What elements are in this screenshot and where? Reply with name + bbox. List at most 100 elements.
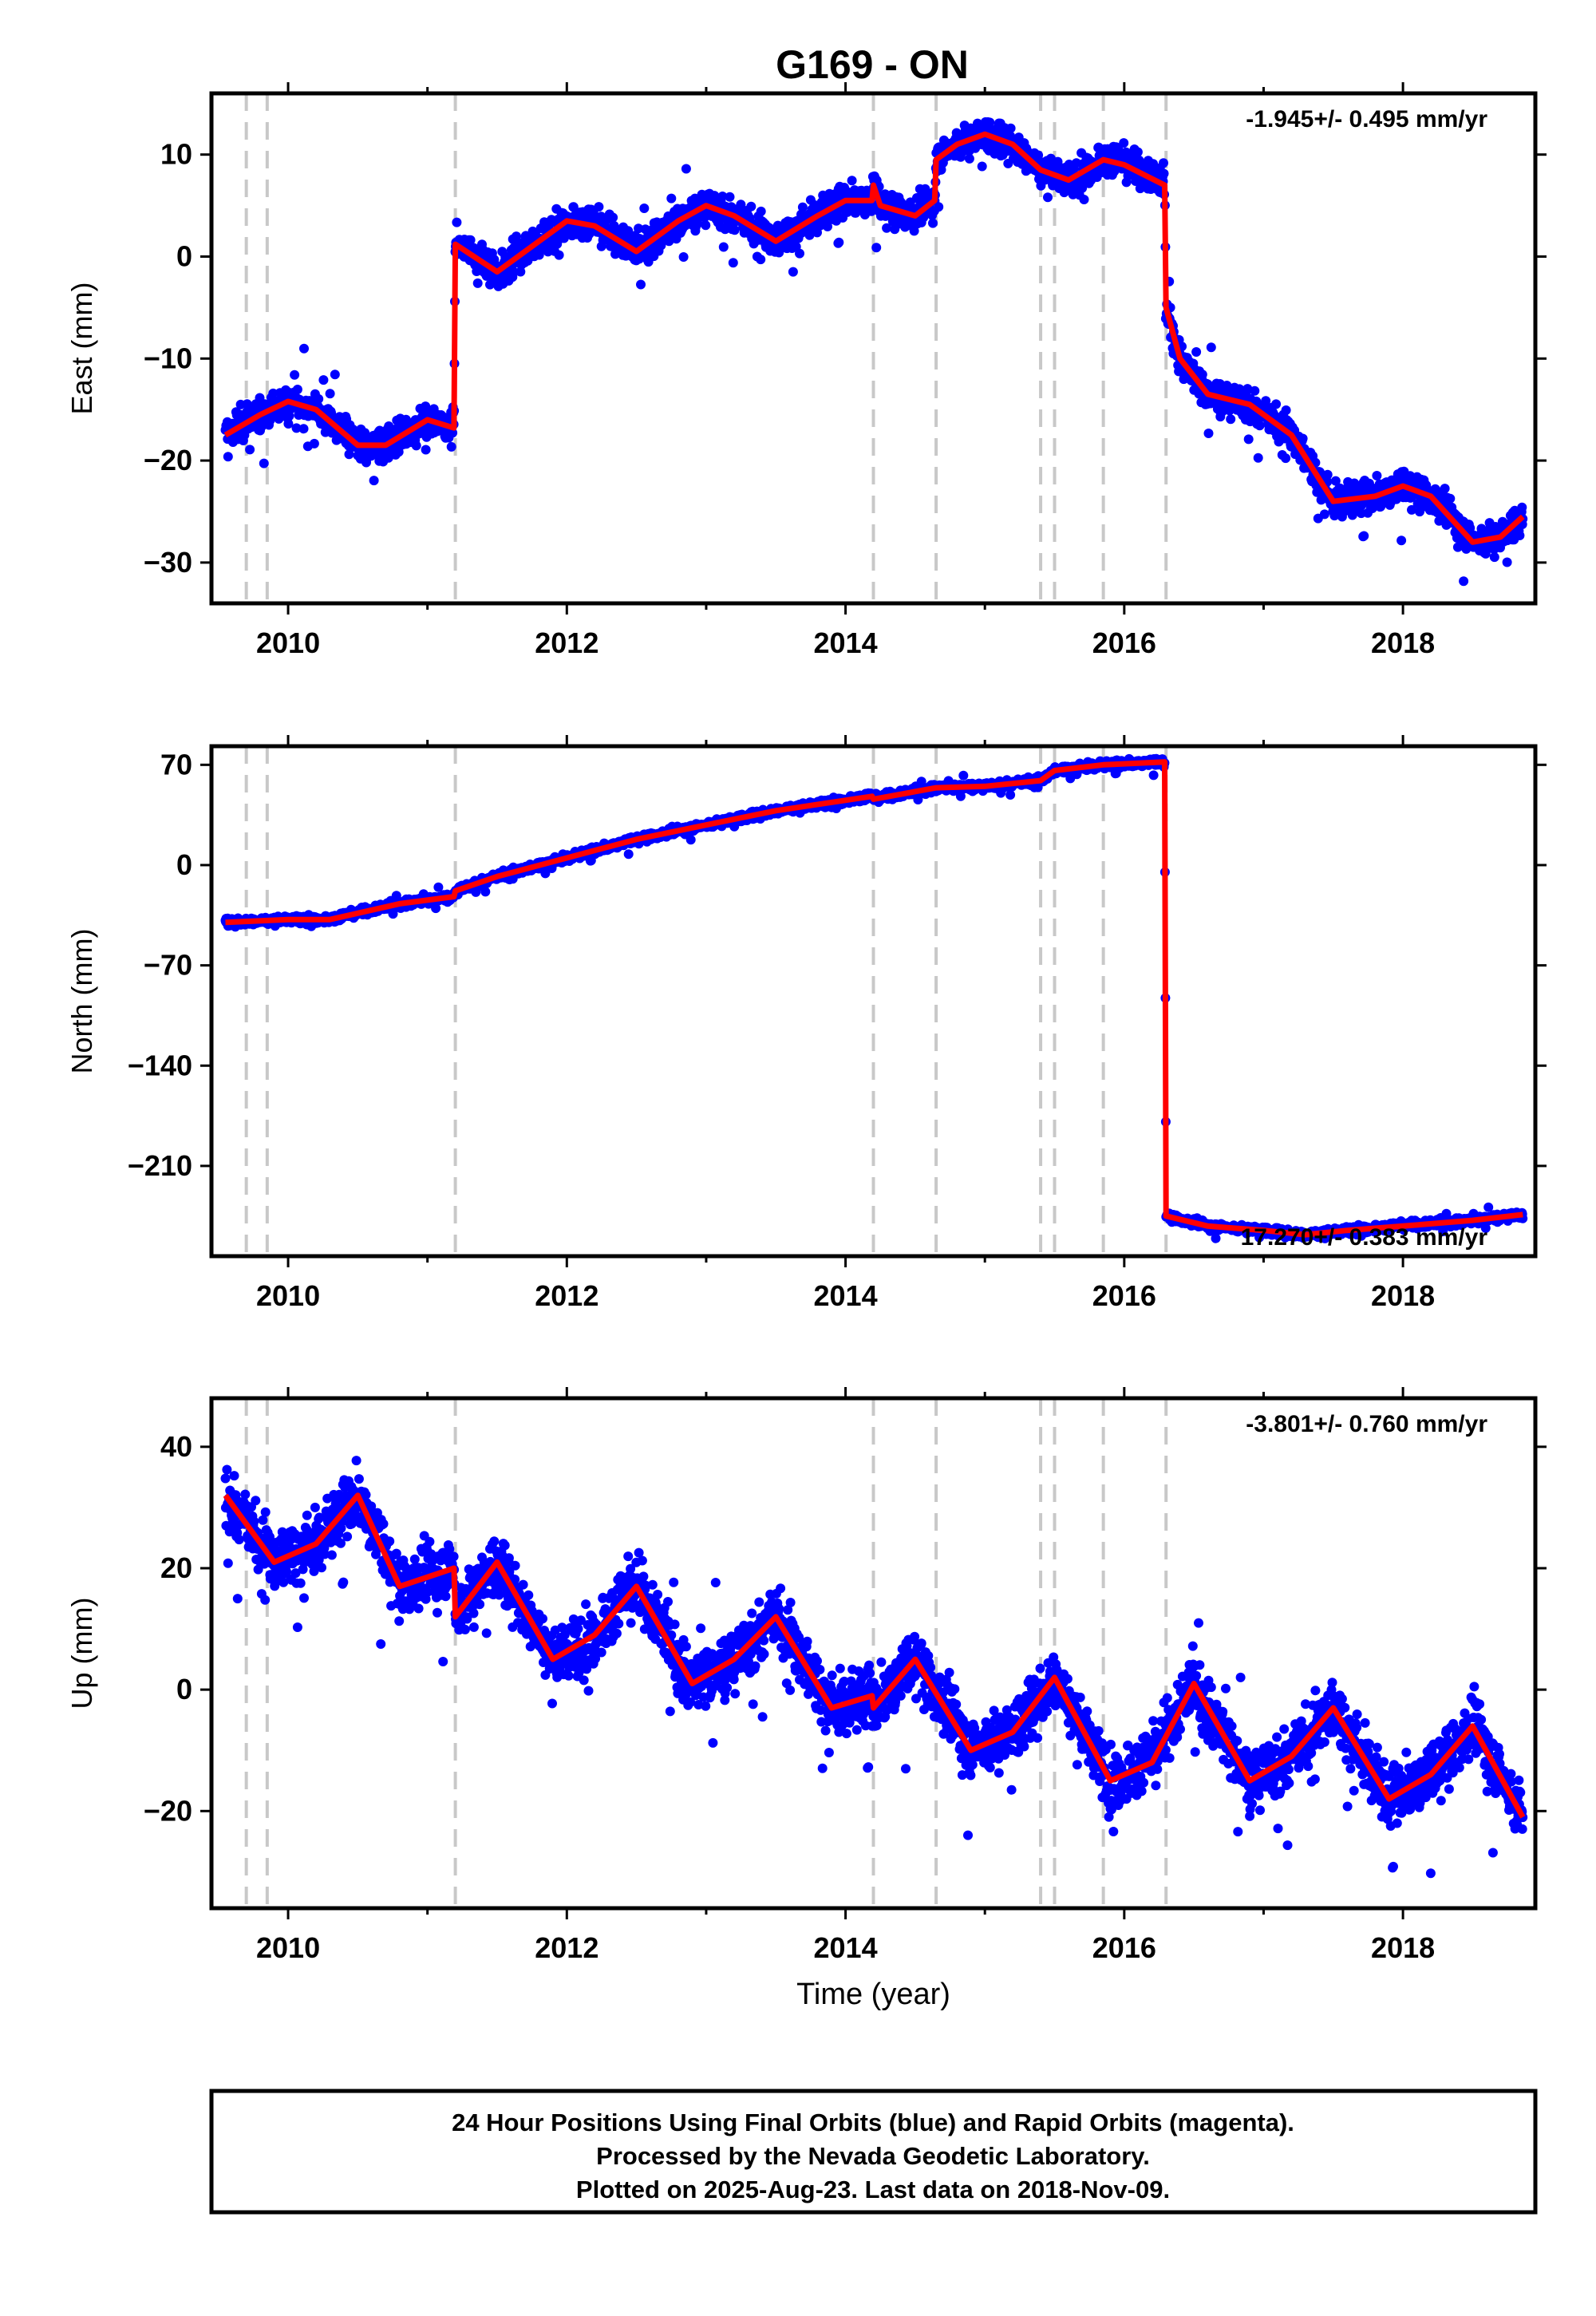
data-point: [1322, 469, 1333, 480]
data-point: [594, 202, 604, 212]
data-point: [847, 176, 857, 186]
data-point: [1281, 405, 1291, 415]
data-point: [608, 212, 618, 223]
data-point: [1335, 483, 1345, 493]
data-point: [834, 237, 844, 247]
data-point: [299, 343, 309, 354]
data-point: [547, 215, 557, 225]
data-point: [1253, 453, 1263, 463]
data-point: [795, 248, 804, 259]
data-point: [1226, 414, 1236, 425]
y-axis-label: East (mm): [65, 283, 98, 415]
data-point: [1242, 384, 1253, 394]
data-point: [977, 161, 987, 172]
data-point: [1281, 453, 1291, 464]
data-point: [636, 279, 646, 290]
x-tick-label: 2012: [535, 626, 598, 659]
data-point: [1203, 429, 1214, 438]
data-point: [1445, 493, 1456, 504]
chart-title: G169 - ON: [776, 42, 969, 87]
data-point: [882, 223, 892, 233]
data-point: [823, 221, 832, 231]
data-point: [681, 164, 691, 174]
data-point: [656, 240, 666, 251]
data-points: [220, 753, 1528, 1243]
data-point: [958, 770, 969, 781]
x-tick-label: 2018: [1371, 626, 1435, 659]
data-point: [728, 258, 738, 268]
data-point: [433, 882, 444, 892]
data-point: [1489, 552, 1499, 563]
fit-line: [223, 131, 1525, 545]
data-point: [1359, 531, 1369, 541]
y-tick-label: −30: [144, 546, 192, 579]
data-point: [1459, 576, 1469, 587]
north-panel: 2010 2012 2014 2016 2018700−70−140−210North …: [65, 735, 1547, 1312]
data-point: [693, 219, 703, 229]
data-point: [746, 201, 757, 211]
data-point: [1159, 168, 1169, 179]
data-point: [1191, 347, 1202, 357]
data-point: [685, 835, 696, 845]
data-point: [472, 278, 483, 288]
data-point: [623, 226, 634, 236]
data-point: [1515, 531, 1525, 540]
data-point: [480, 887, 491, 897]
data-point: [871, 243, 882, 253]
data-point: [325, 389, 335, 399]
data-point: [678, 252, 689, 262]
data-point: [1005, 123, 1016, 133]
data-point: [1407, 504, 1416, 515]
data-point: [725, 192, 735, 202]
data-point: [934, 202, 944, 212]
data-point: [1119, 138, 1129, 148]
data-point: [245, 445, 255, 455]
data-point: [344, 449, 354, 460]
data-point: [1298, 433, 1308, 444]
data-point: [330, 370, 340, 380]
data-point: [369, 476, 379, 486]
data-point: [1440, 484, 1450, 494]
data-point: [292, 385, 302, 394]
data-point: [964, 153, 974, 164]
data-point: [815, 220, 825, 231]
data-point: [284, 411, 294, 421]
data-point: [290, 370, 300, 380]
data-point: [431, 903, 441, 914]
data-point: [1271, 399, 1282, 409]
data-point: [314, 393, 324, 404]
data-point: [268, 388, 279, 398]
data-point: [729, 225, 740, 235]
data-point: [756, 206, 766, 216]
data-point: [1243, 434, 1254, 445]
data-point: [634, 223, 644, 234]
data-point: [1254, 421, 1265, 431]
data-point: [1206, 342, 1216, 353]
data-point: [1132, 147, 1143, 157]
data-point: [756, 255, 766, 265]
y-tick-label: 10: [160, 138, 192, 171]
data-point: [259, 458, 269, 468]
data-point: [717, 192, 728, 201]
data-point: [985, 117, 995, 128]
data-point: [283, 419, 294, 429]
data-point: [797, 202, 808, 212]
data-point: [309, 438, 319, 449]
data-point: [452, 217, 462, 227]
x-tick-label: 2016: [1092, 626, 1156, 659]
data-point: [1079, 195, 1089, 204]
data-point: [1159, 158, 1168, 168]
data-point: [554, 250, 564, 260]
data-point: [623, 849, 634, 860]
rate-annotation: -1.945+/- 0.495 mm/yr: [1246, 106, 1487, 132]
data-point: [1250, 385, 1260, 396]
data-point: [568, 202, 579, 212]
data-point: [223, 452, 233, 462]
data-point: [718, 242, 729, 252]
data-point: [1517, 502, 1527, 512]
data-point: [411, 441, 421, 451]
data-point: [909, 226, 919, 236]
x-tick-label: 2010: [256, 626, 320, 659]
